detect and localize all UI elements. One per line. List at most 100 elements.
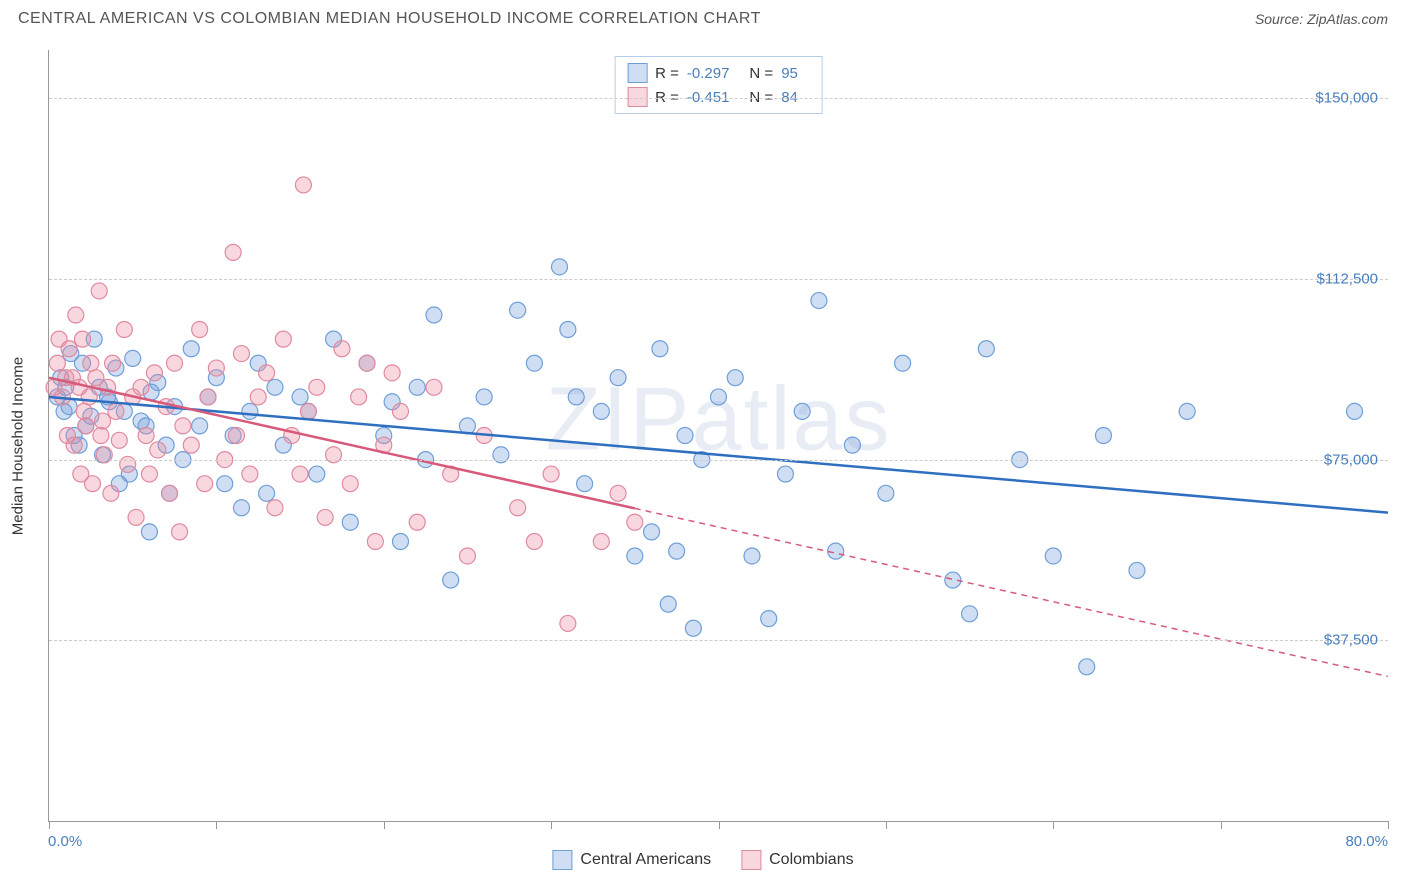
scatter-point	[259, 485, 275, 501]
scatter-point	[242, 403, 258, 419]
correlation-legend-box: R = -0.297N = 95R = -0.451N = 84	[614, 56, 823, 114]
scatter-point	[95, 413, 111, 429]
scatter-point	[568, 389, 584, 405]
scatter-point	[233, 346, 249, 362]
scatter-point	[334, 341, 350, 357]
scatter-point	[392, 534, 408, 550]
scatter-point	[125, 350, 141, 366]
legend-stats-row: R = -0.451N = 84	[627, 85, 810, 109]
scatter-point	[777, 466, 793, 482]
series-legend: Central Americans Colombians	[552, 850, 853, 870]
scatter-point	[81, 389, 97, 405]
scatter-point	[878, 485, 894, 501]
scatter-point	[74, 331, 90, 347]
scatter-point	[108, 403, 124, 419]
scatter-point	[85, 476, 101, 492]
scatter-point	[660, 596, 676, 612]
legend-stats-row: R = -0.297N = 95	[627, 61, 810, 85]
legend-label: Central Americans	[580, 851, 711, 869]
legend-swatch	[552, 850, 572, 870]
scatter-point	[197, 476, 213, 492]
scatter-point	[267, 379, 283, 395]
scatter-point	[78, 418, 94, 434]
scatter-point	[962, 606, 978, 622]
scatter-point	[392, 403, 408, 419]
scatter-point	[342, 476, 358, 492]
scatter-point	[384, 365, 400, 381]
scatter-point	[610, 370, 626, 386]
scatter-point	[259, 365, 275, 381]
scatter-point	[844, 437, 860, 453]
scatter-point	[167, 355, 183, 371]
scatter-point	[644, 524, 660, 540]
y-tick-label: $75,000	[1324, 451, 1378, 468]
scatter-point	[141, 466, 157, 482]
scatter-point	[83, 355, 99, 371]
scatter-point	[242, 466, 258, 482]
scatter-point	[150, 442, 166, 458]
scatter-point	[200, 389, 216, 405]
x-tick	[384, 821, 385, 829]
scatter-point	[172, 524, 188, 540]
scatter-point	[217, 476, 233, 492]
scatter-point	[183, 341, 199, 357]
scatter-point	[711, 389, 727, 405]
x-tick	[886, 821, 887, 829]
scatter-point	[208, 360, 224, 376]
scatter-point	[105, 355, 121, 371]
scatter-point	[93, 428, 109, 444]
scatter-point	[91, 283, 107, 299]
scatter-point	[309, 466, 325, 482]
stat-n-value: 84	[781, 89, 798, 106]
scatter-point	[669, 543, 685, 559]
x-tick	[1388, 821, 1389, 829]
scatter-point	[409, 379, 425, 395]
scatter-point	[811, 293, 827, 309]
scatter-point	[138, 428, 154, 444]
scatter-point	[116, 321, 132, 337]
scatter-point	[292, 466, 308, 482]
stat-n-value: 95	[781, 65, 798, 82]
scatter-point	[761, 611, 777, 627]
scatter-point	[146, 365, 162, 381]
scatter-point	[192, 321, 208, 337]
scatter-point	[510, 302, 526, 318]
scatter-point	[526, 534, 542, 550]
scatter-point	[133, 379, 149, 395]
scatter-point	[577, 476, 593, 492]
scatter-point	[560, 615, 576, 631]
x-tick	[551, 821, 552, 829]
scatter-point	[476, 389, 492, 405]
scatter-point	[744, 548, 760, 564]
scatter-point	[61, 341, 77, 357]
y-tick-label: $37,500	[1324, 632, 1378, 649]
scatter-point	[49, 355, 65, 371]
scatter-point	[551, 259, 567, 275]
regression-line-extrapolated	[635, 508, 1388, 676]
chart-source: Source: ZipAtlas.com	[1255, 11, 1388, 27]
scatter-point	[677, 428, 693, 444]
scatter-point	[342, 514, 358, 530]
scatter-point	[426, 307, 442, 323]
legend-label: Colombians	[769, 851, 853, 869]
scatter-point	[359, 355, 375, 371]
stat-n-label: N =	[749, 89, 773, 106]
legend-swatch	[627, 63, 647, 83]
scatter-point	[175, 418, 191, 434]
scatter-point	[1079, 659, 1095, 675]
scatter-point	[275, 331, 291, 347]
scatter-point	[794, 403, 810, 419]
scatter-point	[68, 307, 84, 323]
scatter-point	[317, 509, 333, 525]
scatter-point	[1095, 428, 1111, 444]
scatter-point	[292, 389, 308, 405]
stat-r-label: R =	[655, 89, 679, 106]
scatter-point	[426, 379, 442, 395]
scatter-point	[1129, 562, 1145, 578]
scatter-point	[1179, 403, 1195, 419]
scatter-point	[162, 485, 178, 501]
gridline	[49, 640, 1388, 641]
scatter-point	[978, 341, 994, 357]
scatter-point	[367, 534, 383, 550]
scatter-point	[111, 432, 127, 448]
